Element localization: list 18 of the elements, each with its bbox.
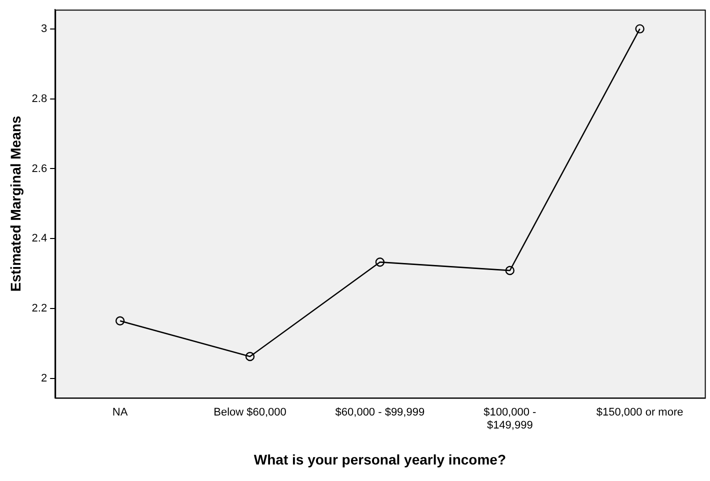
x-tick-label: $100,000 - $149,999 <box>484 406 537 432</box>
y-tick-label: 3 <box>40 22 48 35</box>
point <box>505 266 514 276</box>
y-tick-label: 2.4 <box>32 232 48 245</box>
point <box>375 258 385 267</box>
y-tick-label: 2 <box>40 372 48 385</box>
point <box>115 316 125 326</box>
y-tick-label: 2.8 <box>32 92 48 105</box>
y-tick-label: 2.6 <box>32 162 48 175</box>
x-tick-label: $60,000 - $99,999 <box>335 406 425 418</box>
x-tick-label: NA <box>112 406 128 418</box>
x-tick-label: Below $60,000 <box>214 406 286 418</box>
y-tick-label: 2.2 <box>32 302 48 315</box>
point <box>635 24 644 34</box>
point <box>245 352 255 362</box>
y-axis-title: Estimated Marginal Means <box>7 116 24 292</box>
x-tick-label: $150,000 or more <box>596 406 684 418</box>
x-axis-title: What is your personal yearly income? <box>254 451 506 468</box>
